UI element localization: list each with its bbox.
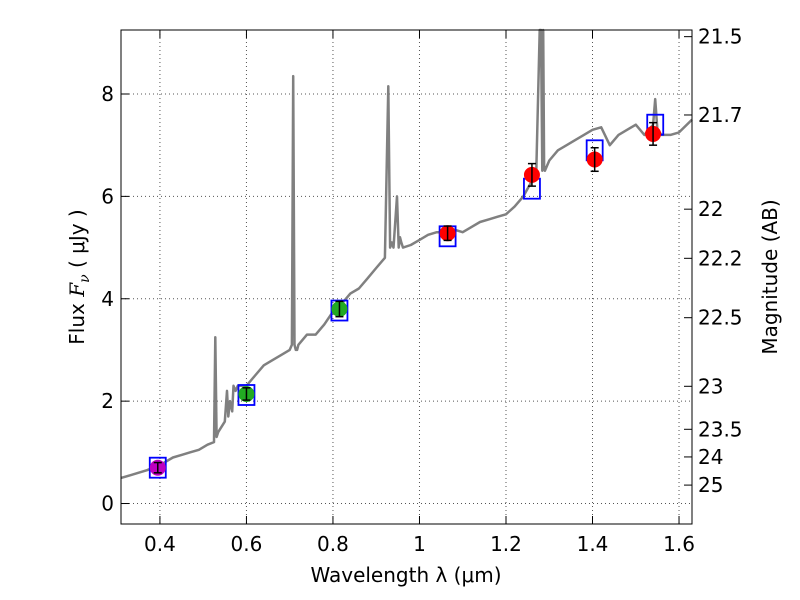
right-tick-label: 23.5: [698, 417, 743, 441]
x-tick-label: 1.4: [577, 532, 609, 556]
y-tick-label: 8: [101, 82, 114, 106]
right-tick-label: 23: [698, 374, 723, 398]
ticks: [121, 30, 692, 524]
spectrum-line: [120, 28, 693, 480]
right-tick-label: 22.5: [698, 306, 743, 330]
photometry-layer: [149, 121, 662, 476]
x-axis-label: Wavelength λ (μm): [310, 563, 501, 587]
y-axis-label-suffix: ( μJy ): [65, 209, 89, 274]
x-tick-label: 0.6: [231, 532, 263, 556]
right-tick-label: 22: [698, 197, 723, 221]
y-axis-label: Flux Fν ( μJy ): [65, 209, 93, 344]
right-axis-label: Magnitude (AB): [758, 199, 782, 354]
x-tick-label: 1: [413, 532, 426, 556]
y-axis-label-subscript: ν: [77, 274, 93, 283]
right-tick-label: 22.2: [698, 246, 743, 270]
x-tick-label: 1.2: [490, 532, 522, 556]
x-tick-label: 1.6: [663, 532, 695, 556]
plot-frame: [120, 29, 693, 525]
right-tick-label: 21.7: [698, 103, 743, 127]
right-tick-label: 21.5: [698, 25, 743, 49]
model-flux-box: [330, 299, 349, 322]
right-tick-label: 24: [698, 445, 723, 469]
y-tick-label: 4: [101, 287, 114, 311]
y-axis-label-prefix: Flux: [65, 297, 89, 345]
x-tick-label: 0.4: [144, 532, 176, 556]
y-tick-label: 2: [101, 389, 114, 413]
right-tick-label: 25: [698, 473, 723, 497]
y-tick-label: 6: [101, 184, 114, 208]
x-tick-label: 0.8: [317, 532, 349, 556]
tick-labels: 0.4 0.6 0.8 1 1.2 1.4 1.60246821.521.72222.222…: [101, 25, 742, 556]
spectrum-layer: [120, 28, 693, 480]
model-flux-box: [237, 384, 256, 406]
plot-area: [121, 30, 692, 524]
y-tick-label: 0: [101, 492, 114, 516]
y-axis-label-variable: F: [65, 282, 89, 298]
